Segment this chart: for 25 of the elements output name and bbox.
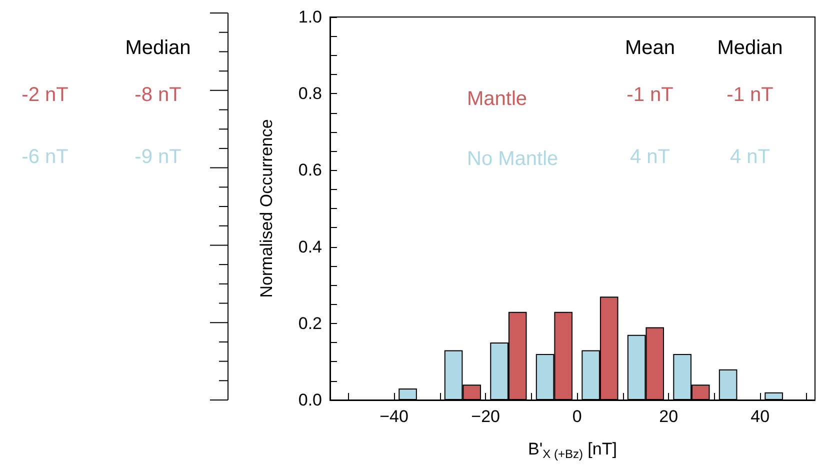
annotation: -1 nT — [726, 84, 774, 106]
text: Mantle — [467, 88, 528, 110]
annotation: Median — [717, 37, 783, 59]
text: -2 nT — [22, 84, 68, 106]
x-tick-label: −20 — [471, 407, 500, 426]
y-axis-title: Normalised Occurrence — [257, 119, 276, 298]
y-tick-label: 0.4 — [298, 237, 322, 256]
annotation: Mean — [624, 37, 676, 59]
x-tick-label: 20 — [659, 407, 678, 426]
x-tick-label: 0 — [572, 407, 582, 426]
text: -8 nT — [134, 84, 182, 106]
x-tick-label: −40 — [380, 407, 408, 426]
y-tick-label: 0.6 — [298, 160, 322, 180]
text: -6 nT — [22, 146, 68, 168]
text: Median — [125, 37, 191, 59]
y-tick-label: 0.2 — [298, 314, 322, 333]
text: -9 nT — [134, 146, 182, 168]
y-tick-label: 0.8 — [298, 84, 322, 104]
y-tick-label: 1.0 — [298, 8, 322, 26]
annotation: -1 nT — [626, 84, 674, 106]
text: No Mantle — [467, 148, 558, 170]
annotation: 4 nT — [730, 146, 770, 168]
annotation: 4 nT — [630, 146, 670, 168]
y-tick-label: 0.0 — [298, 390, 322, 410]
x-tick-label: 40 — [750, 407, 770, 426]
